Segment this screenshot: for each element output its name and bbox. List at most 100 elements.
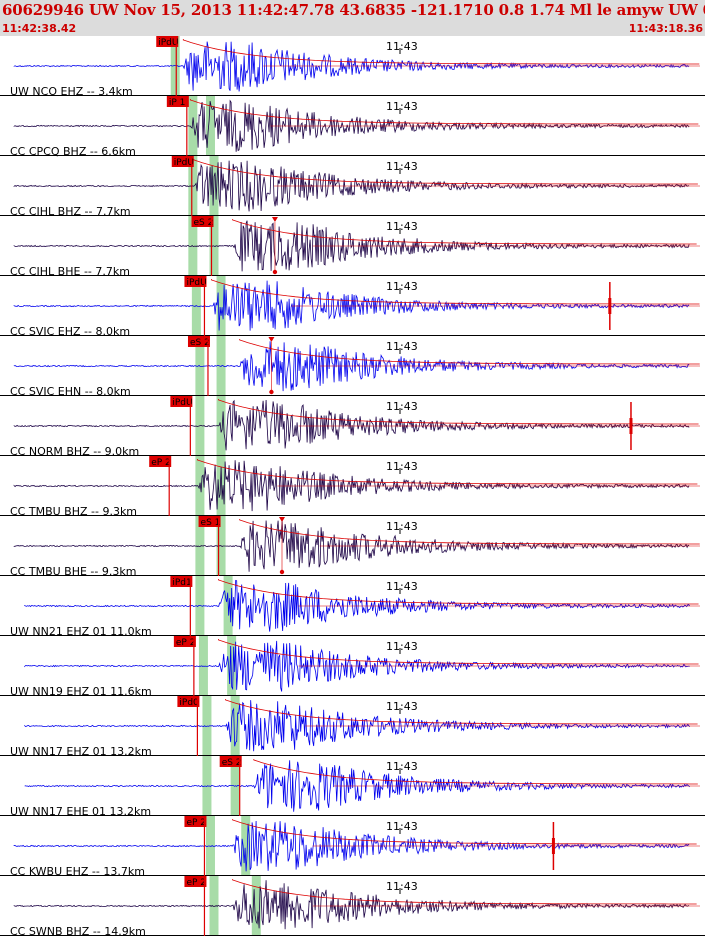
trace-row[interactable]: iPdU 11:43 UW NCO EHZ -- 3.4km bbox=[0, 36, 705, 98]
pick-flag[interactable] bbox=[187, 336, 210, 347]
station-label: CC CPCQ BHZ -- 6.6km bbox=[10, 145, 136, 158]
pick-flag[interactable] bbox=[184, 276, 207, 287]
minute-tick-label: 11:43 bbox=[386, 700, 418, 713]
pick-label[interactable]: eS 2 bbox=[194, 218, 214, 228]
pick-label[interactable]: eP 2 bbox=[176, 638, 196, 648]
pick-flag[interactable] bbox=[170, 396, 193, 407]
station-label: UW NN19 EHZ 01 11.6km bbox=[10, 685, 152, 698]
minute-tick-label: 11:43 bbox=[386, 880, 418, 893]
marker-dot bbox=[279, 569, 285, 575]
pick-label[interactable]: iPdU bbox=[158, 38, 178, 48]
marker-triangle bbox=[268, 337, 275, 342]
station-label: UW NN17 EHZ 01 13.2km bbox=[10, 745, 152, 758]
trace-row[interactable]: eS 2 11:43 CC CIHL BHE -- 7.7km bbox=[0, 216, 705, 278]
marker-dot bbox=[269, 389, 274, 395]
station-label: UW NCO EHZ -- 3.4km bbox=[10, 85, 133, 98]
window-band bbox=[241, 816, 251, 876]
pick-flag[interactable] bbox=[166, 96, 189, 107]
window-band bbox=[216, 396, 226, 456]
waveform bbox=[13, 220, 690, 272]
minute-tick-label: 11:43 bbox=[386, 580, 418, 593]
pick-label[interactable]: iPdU bbox=[186, 278, 206, 288]
minute-tick-label: 11:43 bbox=[386, 400, 418, 413]
waveform bbox=[24, 700, 691, 752]
pick-label[interactable]: iP 1 bbox=[169, 98, 186, 108]
window-band bbox=[230, 696, 240, 756]
coda-curve bbox=[218, 639, 699, 665]
pick-label[interactable]: iPd0 bbox=[179, 698, 199, 708]
marker-dot bbox=[272, 269, 278, 275]
trace-row[interactable]: iPdU 11:43 CC SVIC EHZ -- 8.0km bbox=[0, 276, 705, 338]
trace-row[interactable]: eP 2 11:43 CC SWNB BHZ -- 14.9km bbox=[0, 876, 705, 938]
pick-flag[interactable] bbox=[184, 816, 207, 827]
pick-label[interactable]: iPd1 bbox=[172, 578, 191, 588]
pick-flag[interactable] bbox=[198, 516, 221, 527]
window-band bbox=[170, 36, 180, 96]
trace-row[interactable]: eP 2 11:43 CC TMBU BHZ -- 9.3km bbox=[0, 456, 705, 518]
minute-tick-label: 11:43 bbox=[386, 160, 418, 173]
station-label: CC TMBU BHE -- 9.3km bbox=[10, 565, 136, 578]
minute-tick-label: 11:43 bbox=[386, 760, 418, 773]
minute-tick-label: 11:43 bbox=[386, 100, 418, 113]
pick-flag[interactable] bbox=[219, 756, 242, 767]
minute-tick-label: 11:43 bbox=[386, 220, 418, 233]
coda-curve bbox=[218, 579, 699, 605]
spike-block bbox=[629, 418, 633, 434]
coda-curve bbox=[193, 159, 698, 185]
station-label: CC KWBU EHZ -- 13.7km bbox=[10, 865, 145, 878]
waveform bbox=[13, 880, 690, 930]
spike-block bbox=[608, 298, 612, 314]
pick-label[interactable]: eS 1 bbox=[201, 518, 221, 528]
coda-curve bbox=[211, 279, 700, 305]
pick-flag[interactable] bbox=[184, 876, 207, 887]
trace-row[interactable]: iPd0 11:43 UW NN17 EHZ 01 13.2km bbox=[0, 696, 705, 758]
window-band bbox=[216, 276, 226, 336]
trace-row[interactable]: eP 2 11:43 UW NN19 EHZ 01 11.6km bbox=[0, 636, 705, 698]
trace-row[interactable]: eS 2 11:43 CC SVIC EHN -- 8.0km bbox=[0, 336, 705, 398]
pick-flag[interactable] bbox=[156, 36, 179, 47]
trace-row[interactable]: eS 1 11:43 CC TMBU BHE -- 9.3km bbox=[0, 516, 705, 578]
coda-curve bbox=[232, 219, 697, 245]
station-label: CC SWNB BHZ -- 14.9km bbox=[10, 925, 146, 938]
pick-label[interactable]: eP 2 bbox=[186, 878, 206, 888]
pick-flag[interactable] bbox=[177, 696, 200, 707]
station-label: CC SVIC EHN -- 8.0km bbox=[10, 385, 131, 398]
coda-curve bbox=[189, 99, 699, 125]
marker-triangle bbox=[271, 217, 278, 222]
pick-label[interactable]: eP 2 bbox=[151, 458, 171, 468]
station-label: UW NN21 EHZ 01 11.0km bbox=[10, 625, 152, 638]
trace-row[interactable]: iPd1 11:43 UW NN21 EHZ 01 11.0km bbox=[0, 576, 705, 638]
pick-flag[interactable] bbox=[170, 576, 193, 587]
waveform bbox=[13, 41, 690, 92]
window-band bbox=[227, 636, 237, 696]
pick-label[interactable]: eS 2 bbox=[222, 758, 242, 768]
trace-row[interactable]: eP 2 11:43 CC KWBU EHZ -- 13.7km bbox=[0, 816, 705, 878]
pick-label[interactable]: iPdU bbox=[172, 398, 192, 408]
trace-row[interactable]: eS 2 11:43 UW NN17 EHE 01 13.2km bbox=[0, 756, 705, 818]
trace-row[interactable]: iPdU 11:43 CC NORM BHZ -- 9.0km bbox=[0, 396, 705, 458]
pick-flag[interactable] bbox=[149, 456, 172, 467]
pick-flag[interactable] bbox=[173, 636, 196, 647]
window-band bbox=[195, 516, 205, 576]
pick-flag[interactable] bbox=[191, 216, 214, 227]
coda-curve bbox=[182, 39, 700, 65]
trace-row[interactable]: iP 1 11:43 CC CPCQ BHZ -- 6.6km bbox=[0, 96, 705, 158]
pick-label[interactable]: eP 2 bbox=[186, 818, 206, 828]
spike-block bbox=[551, 838, 555, 854]
minute-tick-label: 11:43 bbox=[386, 340, 418, 353]
trace-row[interactable]: iPdU 11:43 CC CIHL BHZ -- 7.7km bbox=[0, 156, 705, 218]
window-band bbox=[251, 876, 261, 936]
pick-label[interactable]: eS 2 bbox=[190, 338, 210, 348]
end-time-label: 11:43:18.36 bbox=[628, 22, 703, 35]
event-title: 60629946 UW Nov 15, 2013 11:42:47.78 43.… bbox=[2, 1, 705, 19]
coda-curve bbox=[218, 399, 699, 425]
waveform bbox=[13, 160, 690, 212]
pick-flag[interactable] bbox=[171, 156, 194, 167]
window-band bbox=[216, 456, 226, 516]
station-label: CC SVIC EHZ -- 8.0km bbox=[10, 325, 130, 338]
station-label: CC CIHL BHZ -- 7.7km bbox=[10, 205, 131, 218]
minute-tick-label: 11:43 bbox=[386, 460, 418, 473]
coda-curve bbox=[232, 819, 697, 845]
pick-label[interactable]: iPdU bbox=[174, 158, 194, 168]
seismogram-panel[interactable]: iPdU 11:43 UW NCO EHZ -- 3.4km iP 1 11:43 CC … bbox=[0, 36, 705, 938]
